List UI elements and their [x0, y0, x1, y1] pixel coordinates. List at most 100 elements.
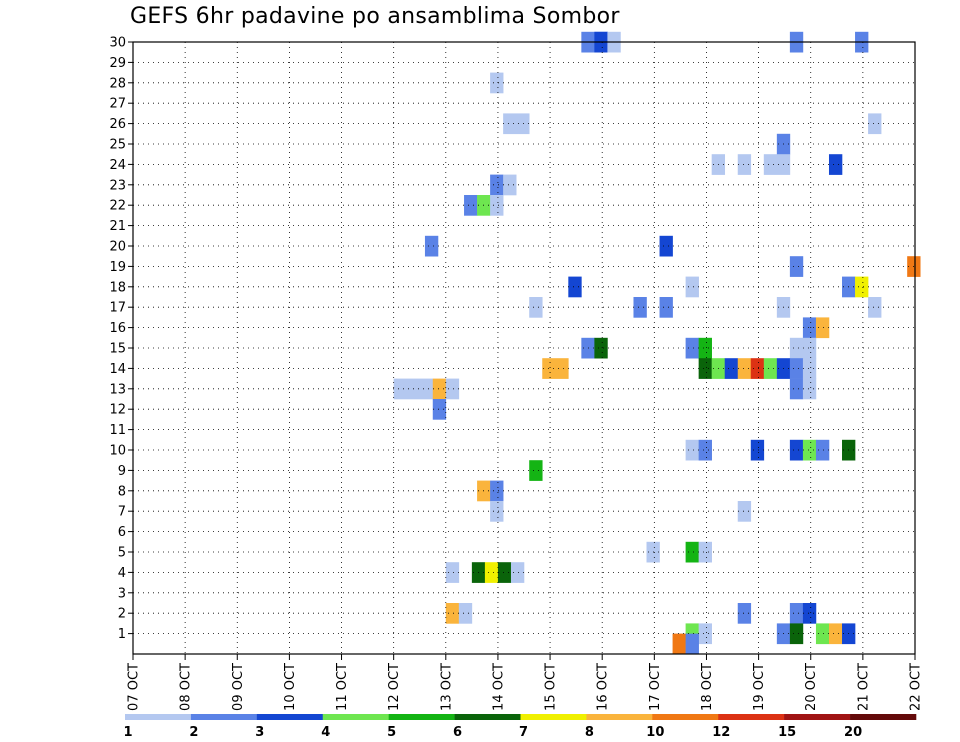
x-tick-label: 08 OCT: [179, 663, 194, 711]
heatmap-cell: [737, 603, 752, 624]
x-tick-label: 17 OCT: [648, 663, 663, 711]
colorbar-label: 5: [387, 725, 396, 740]
heatmap-cell: [424, 235, 439, 257]
x-tick-label: 07 OCT: [127, 663, 142, 711]
heatmap-cell: [815, 439, 830, 461]
heatmap-cell: [685, 541, 699, 563]
y-tick-label: 2: [118, 607, 126, 622]
colorbar-label: 15: [778, 725, 796, 740]
colorbar-swatch: [322, 714, 389, 720]
x-tick-label: 14 OCT: [491, 663, 506, 711]
y-tick-label: 25: [109, 138, 126, 153]
y-tick-label: 18: [109, 280, 126, 295]
heatmap-cell: [750, 358, 765, 379]
heatmap-cell: [737, 358, 752, 379]
heatmap-cell: [698, 623, 712, 645]
heatmap-cell: [789, 378, 804, 400]
chart-title: GEFS 6hr padavine po ansamblima Sombor: [130, 4, 620, 29]
y-tick-label: 10: [109, 444, 126, 459]
colorbar-label: 4: [321, 725, 330, 740]
heatmap-cell: [698, 337, 712, 359]
heatmap-cell: [802, 439, 817, 461]
y-tick-label: 21: [109, 219, 126, 234]
heatmap-cell: [529, 460, 543, 481]
y-tick-label: 9: [118, 464, 126, 479]
heatmap-cell: [510, 562, 525, 583]
colorbar-swatch: [586, 714, 653, 720]
y-tick-label: 15: [109, 342, 126, 357]
heatmap-cell: [763, 358, 778, 379]
x-tick-label: 21 OCT: [856, 663, 871, 711]
colorbar-swatch: [652, 714, 719, 720]
colorbar-swatch: [520, 714, 587, 720]
x-tick-label: 19 OCT: [752, 663, 767, 711]
heatmap-cell: [445, 562, 460, 583]
colorbar-label: 20: [844, 725, 862, 740]
heatmap-cell: [698, 358, 712, 379]
heatmap-cell: [503, 174, 517, 196]
colorbar-swatch: [190, 714, 258, 720]
heatmap-cell: [685, 276, 699, 298]
colorbar-label: 8: [585, 725, 594, 740]
heatmap-cell: [868, 113, 882, 135]
heatmap-cell: [503, 113, 530, 135]
x-tick-label: 10 OCT: [283, 663, 298, 711]
heatmap-cell: [594, 337, 608, 359]
heatmap-cell: [445, 378, 460, 400]
heatmap-cell: [484, 562, 499, 583]
y-tick-label: 6: [118, 525, 126, 540]
y-tick-label: 19: [109, 260, 126, 275]
colorbar-label: 7: [519, 725, 528, 740]
colorbar-label: 10: [646, 725, 664, 740]
colorbar-label: 2: [189, 725, 198, 740]
y-tick-label: 4: [118, 566, 126, 581]
heatmap-cell: [855, 276, 869, 298]
heatmap-cell: [659, 235, 673, 257]
y-tick-label: 3: [118, 586, 126, 601]
y-tick-label: 23: [109, 178, 126, 193]
colorbar-swatch: [388, 714, 455, 720]
colorbar-label: 1: [123, 725, 132, 740]
heatmap-cell: [802, 358, 817, 379]
heatmap-cell: [737, 154, 752, 175]
y-tick-label: 14: [109, 362, 126, 377]
y-tick-label: 27: [109, 97, 126, 112]
x-tick-label: 12 OCT: [387, 663, 402, 711]
y-tick-label: 20: [109, 240, 126, 255]
y-tick-label: 11: [109, 423, 126, 438]
heatmap-cell: [685, 439, 699, 461]
heatmap-cell: [789, 439, 804, 461]
heatmap-cell: [659, 297, 673, 318]
heatmap-cell: [490, 174, 504, 196]
heatmap-cell: [802, 378, 817, 400]
y-tick-label: 28: [109, 76, 126, 91]
heatmap-cell: [633, 297, 647, 318]
heatmap-cell: [497, 562, 512, 583]
heatmap-cell: [750, 439, 765, 461]
colorbar-label: 3: [255, 725, 264, 740]
heatmap-cell: [464, 195, 478, 216]
colorbar-swatch: [718, 714, 785, 720]
y-tick-label: 29: [109, 56, 126, 71]
y-tick-label: 13: [109, 382, 126, 397]
colorbar-swatch: [256, 714, 324, 720]
x-tick-label: 11 OCT: [335, 663, 350, 711]
colorbar-swatch: [850, 714, 917, 720]
heatmap-cell: [685, 633, 699, 655]
heatmap-cell: [868, 297, 882, 318]
heatmap-cell: [815, 623, 830, 645]
heatmap-cell: [672, 633, 686, 655]
heatmap-cell: [789, 256, 804, 277]
heatmap-cell: [432, 399, 447, 420]
heatmap-cell: [789, 603, 804, 624]
heatmap-cell: [529, 297, 543, 318]
x-tick-label: 20 OCT: [804, 663, 819, 711]
heatmap-cell: [815, 317, 830, 339]
y-tick-label: 16: [109, 321, 126, 336]
y-tick-label: 12: [109, 403, 126, 418]
colorbar-label: 6: [453, 725, 462, 740]
colorbar-swatch: [454, 714, 521, 720]
y-tick-label: 1: [118, 627, 126, 642]
heatmap-cell: [802, 317, 817, 339]
heatmap-cell: [698, 439, 712, 461]
